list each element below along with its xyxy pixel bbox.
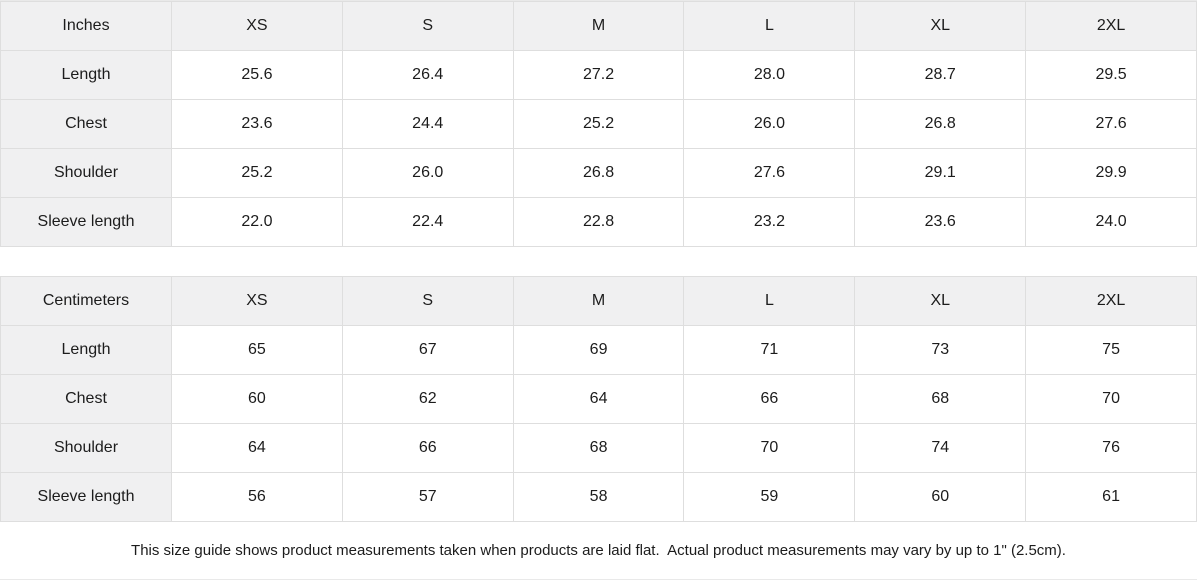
size-column-header: S: [341, 276, 514, 326]
row-label-cell: Chest: [0, 374, 172, 424]
measurement-value-cell: 27.2: [512, 50, 685, 100]
measurement-value-cell: 26.0: [341, 148, 514, 198]
measurement-value-cell: 58: [512, 472, 685, 522]
measurement-value-cell: 28.0: [683, 50, 856, 100]
measurement-row: Sleeve length 22.0 22.4 22.8 23.2 23.6 24.0: [0, 197, 1197, 247]
measurement-row: Length 25.6 26.4 27.2 28.0 28.7 29.5: [0, 50, 1197, 100]
measurement-value-cell: 71: [683, 325, 856, 375]
measurement-value-cell: 62: [341, 374, 514, 424]
measurement-value-cell: 22.4: [341, 197, 514, 247]
size-column-header: S: [341, 1, 514, 51]
measurement-value-cell: 57: [341, 472, 514, 522]
measurement-value-cell: 73: [854, 325, 1027, 375]
measurement-value-cell: 69: [512, 325, 685, 375]
row-label-cell: Length: [0, 50, 172, 100]
measurement-value-cell: 26.0: [683, 99, 856, 149]
measurement-row: Length 65 67 69 71 73 75: [0, 325, 1197, 375]
size-column-header: M: [512, 276, 685, 326]
measurement-value-cell: 70: [1025, 374, 1197, 424]
measurement-value-cell: 61: [1025, 472, 1197, 522]
measurement-value-cell: 29.5: [1025, 50, 1197, 100]
measurement-value-cell: 23.2: [683, 197, 856, 247]
measurement-value-cell: 64: [171, 423, 343, 473]
measurement-value-cell: 24.4: [341, 99, 514, 149]
size-column-header: XS: [171, 276, 343, 326]
size-column-header: XS: [171, 1, 343, 51]
measurement-value-cell: 66: [683, 374, 856, 424]
measurement-value-cell: 22.0: [171, 197, 343, 247]
measurement-value-cell: 22.8: [512, 197, 685, 247]
measurement-value-cell: 24.0: [1025, 197, 1197, 247]
measurement-value-cell: 25.2: [512, 99, 685, 149]
measurement-value-cell: 75: [1025, 325, 1197, 375]
row-label-cell: Chest: [0, 99, 172, 149]
measurement-value-cell: 70: [683, 423, 856, 473]
size-column-header: M: [512, 1, 685, 51]
measurement-row: Shoulder 25.2 26.0 26.8 27.6 29.1 29.9: [0, 148, 1197, 198]
measurement-value-cell: 74: [854, 423, 1027, 473]
measurement-row: Chest 23.6 24.4 25.2 26.0 26.8 27.6: [0, 99, 1197, 149]
measurement-value-cell: 60: [171, 374, 343, 424]
row-label-cell: Length: [0, 325, 172, 375]
measurement-value-cell: 26.8: [512, 148, 685, 198]
measurement-value-cell: 66: [341, 423, 514, 473]
measurement-row: Shoulder 64 66 68 70 74 76: [0, 423, 1197, 473]
row-label-cell: Sleeve length: [0, 472, 172, 522]
measurement-value-cell: 26.4: [341, 50, 514, 100]
table-gap: [0, 247, 1197, 276]
row-label-cell: Shoulder: [0, 423, 172, 473]
size-column-header: L: [683, 1, 856, 51]
measurement-row: Chest 60 62 64 66 68 70: [0, 374, 1197, 424]
measurement-value-cell: 27.6: [683, 148, 856, 198]
measurement-value-cell: 68: [512, 423, 685, 473]
size-table-inches: Inches XS S M L XL 2XL Length 25.6 26.4 27.2 28.0 2…: [0, 1, 1197, 247]
measurement-value-cell: 27.6: [1025, 99, 1197, 149]
measurement-value-cell: 25.6: [171, 50, 343, 100]
size-column-header: XL: [854, 1, 1027, 51]
measurement-value-cell: 60: [854, 472, 1027, 522]
size-column-header: XL: [854, 276, 1027, 326]
measurement-value-cell: 29.9: [1025, 148, 1197, 198]
measurement-value-cell: 28.7: [854, 50, 1027, 100]
measurement-value-cell: 59: [683, 472, 856, 522]
size-table-header-row: Centimeters XS S M L XL 2XL: [0, 276, 1197, 326]
measurement-value-cell: 64: [512, 374, 685, 424]
measurement-value-cell: 26.8: [854, 99, 1027, 149]
size-table-centimeters: Centimeters XS S M L XL 2XL Length 65 67 69 71 73 75…: [0, 276, 1197, 522]
unit-header-cell: Inches: [0, 1, 172, 51]
measurement-value-cell: 76: [1025, 423, 1197, 473]
measurement-value-cell: 29.1: [854, 148, 1027, 198]
row-label-cell: Shoulder: [0, 148, 172, 198]
measurement-row: Sleeve length 56 57 58 59 60 61: [0, 472, 1197, 522]
measurement-value-cell: 23.6: [854, 197, 1027, 247]
measurement-value-cell: 25.2: [171, 148, 343, 198]
measurement-value-cell: 68: [854, 374, 1027, 424]
row-label-cell: Sleeve length: [0, 197, 172, 247]
unit-header-cell: Centimeters: [0, 276, 172, 326]
measurement-value-cell: 23.6: [171, 99, 343, 149]
size-column-header: 2XL: [1025, 276, 1197, 326]
measurement-value-cell: 67: [341, 325, 514, 375]
measurement-value-cell: 56: [171, 472, 343, 522]
size-guide-footnote: This size guide shows product measuremen…: [0, 522, 1197, 579]
measurement-value-cell: 65: [171, 325, 343, 375]
size-table-header-row: Inches XS S M L XL 2XL: [0, 1, 1197, 51]
size-column-header: 2XL: [1025, 1, 1197, 51]
size-column-header: L: [683, 276, 856, 326]
